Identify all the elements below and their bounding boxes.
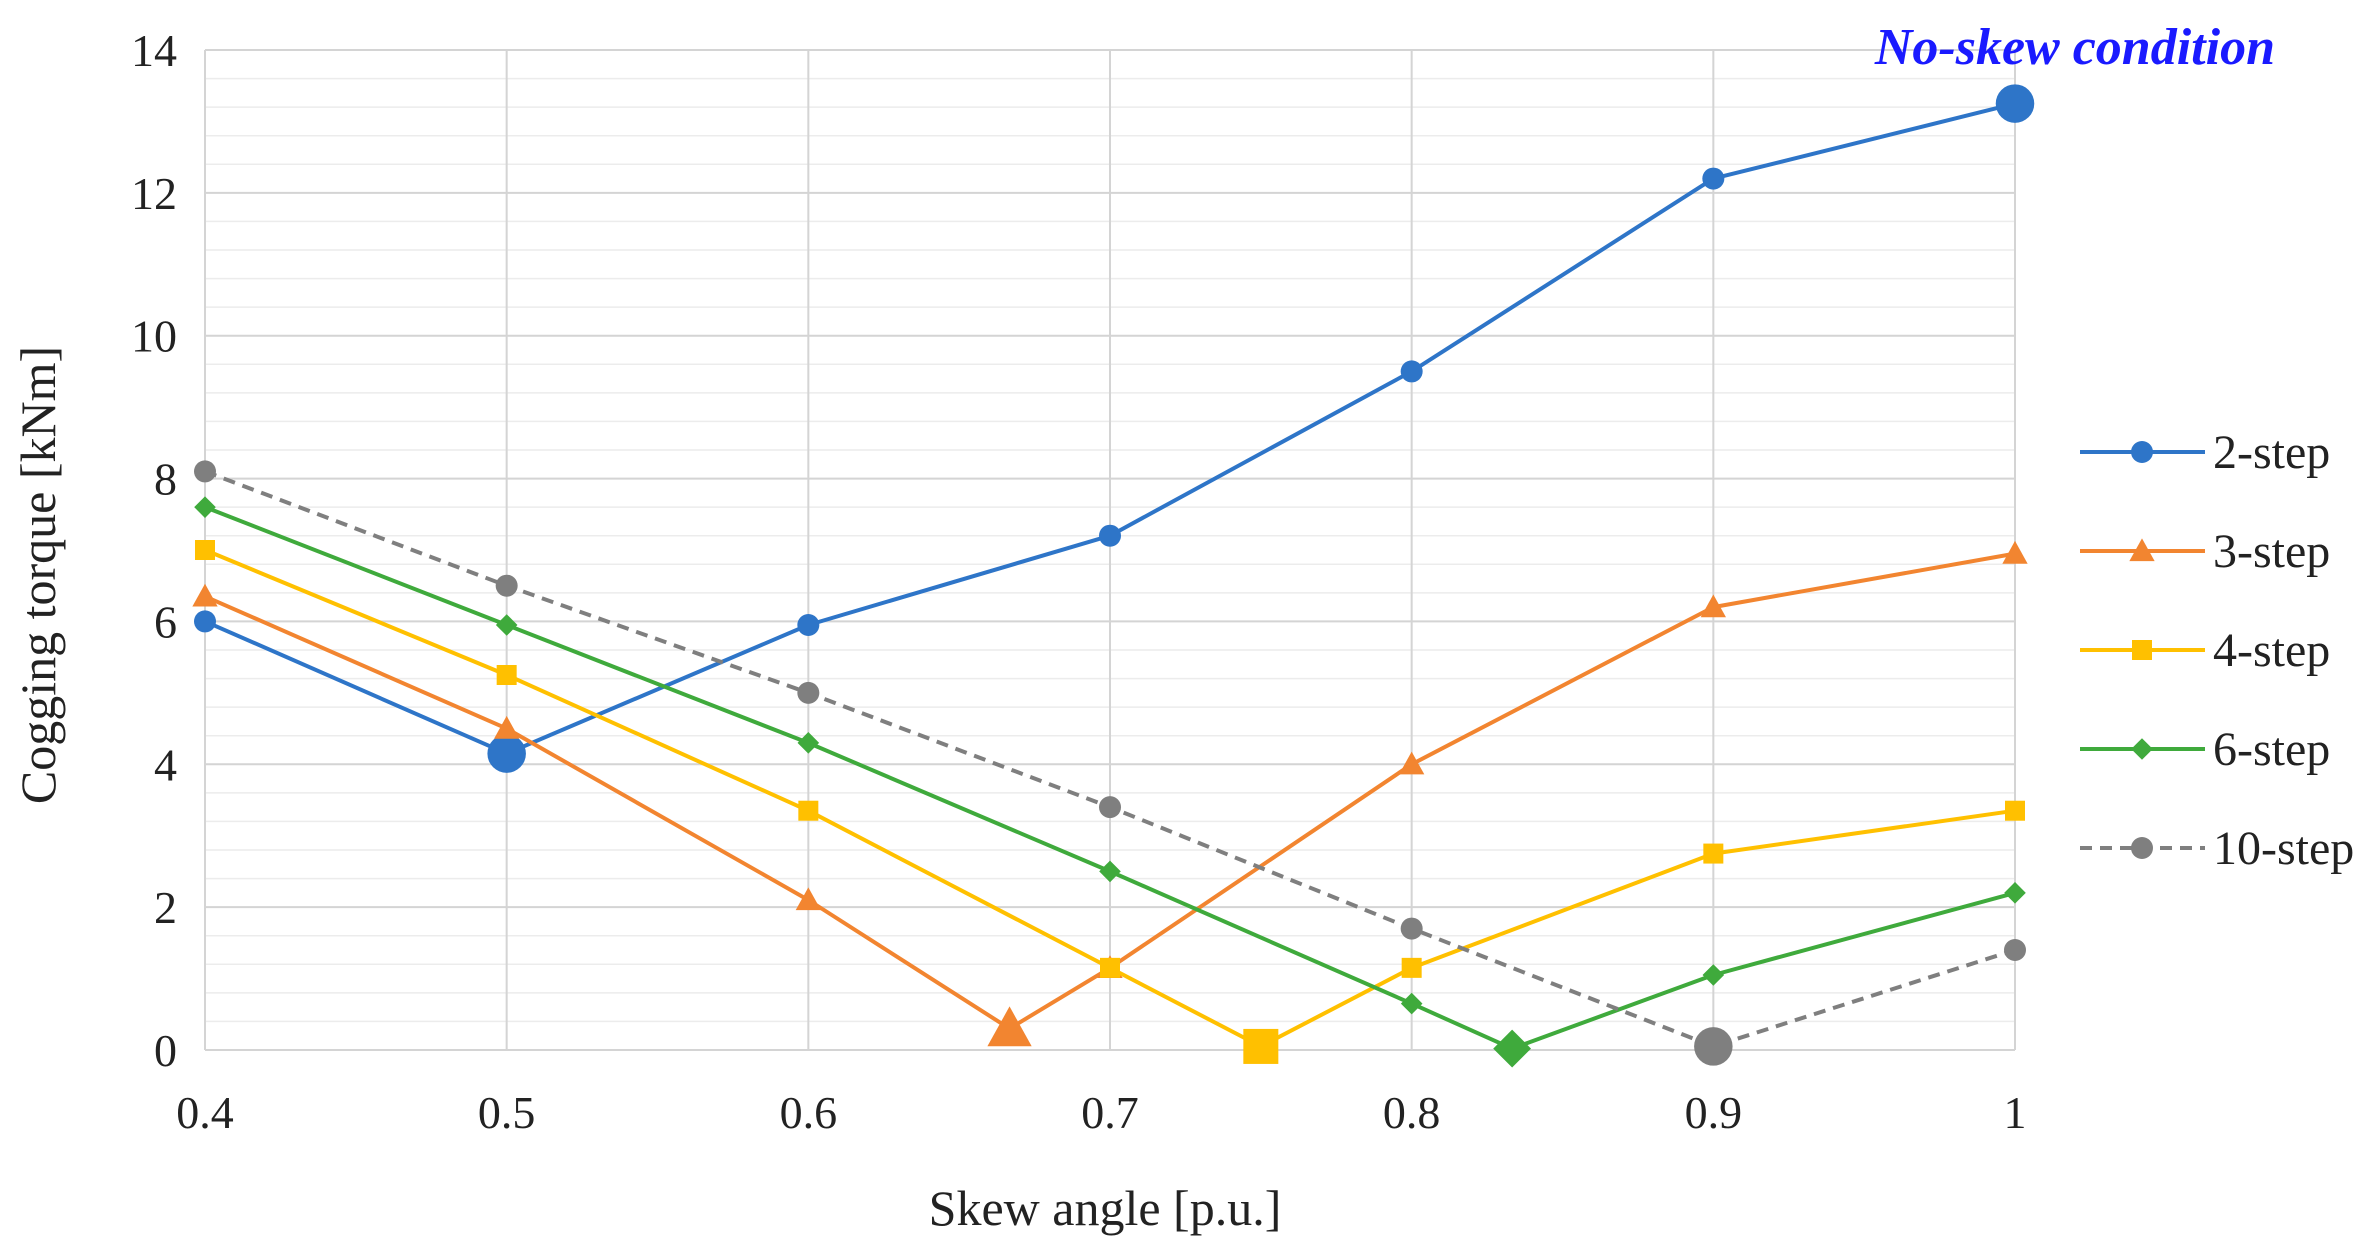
data-point <box>1401 957 1422 978</box>
data-point <box>2005 800 2025 821</box>
y-tick-label: 6 <box>154 596 177 647</box>
data-point <box>496 665 517 685</box>
no-skew-annotation: No-skew condition <box>1874 19 2275 76</box>
data-point <box>1702 964 1725 986</box>
legend-swatch-marker <box>2132 640 2152 660</box>
data-point <box>797 614 820 636</box>
series-4-step <box>195 540 2025 1064</box>
x-tick-label: 0.8 <box>1383 1087 1441 1138</box>
series-line-3-step <box>204 551 2016 1031</box>
data-point <box>797 681 820 704</box>
legend-item-3-step: 3-step <box>2080 525 2330 578</box>
y-tick-label: 12 <box>131 168 177 219</box>
legend-label: 3-step <box>2213 525 2330 578</box>
data-point <box>195 540 215 560</box>
highlight-point <box>1243 1028 1279 1064</box>
y-tick-label: 4 <box>154 739 177 790</box>
data-point <box>797 732 820 754</box>
data-point <box>1400 992 1423 1015</box>
legend-label: 2-step <box>2213 426 2330 479</box>
data-point <box>1399 751 1425 775</box>
y-tick-label: 8 <box>154 454 177 505</box>
data-point <box>194 460 216 483</box>
y-tick-label: 10 <box>131 311 177 362</box>
legend-label: 10-step <box>2213 822 2354 875</box>
y-axis-title: Cogging torque [kNm] <box>10 346 66 804</box>
data-point <box>2002 540 2028 564</box>
series-6-step <box>194 496 2026 1068</box>
data-point <box>1100 957 1120 978</box>
data-point <box>494 715 520 739</box>
data-point <box>1099 860 1121 883</box>
data-point <box>495 574 518 597</box>
data-point <box>2004 939 2026 961</box>
legend-swatch-marker <box>2131 441 2153 463</box>
highlight-point <box>1995 84 2035 123</box>
data-point <box>1400 360 1423 383</box>
x-tick-label: 0.5 <box>478 1087 536 1138</box>
x-tick-label: 0.4 <box>176 1087 234 1138</box>
x-tick-label: 0.7 <box>1081 1087 1139 1138</box>
y-tick-label: 14 <box>131 25 177 76</box>
highlight-point <box>1493 1029 1532 1068</box>
series-line-6-step <box>204 505 2016 1051</box>
series-2-step <box>194 84 2035 773</box>
x-tick-label: 0.9 <box>1685 1087 1743 1138</box>
highlight-point <box>487 734 526 773</box>
x-tick-label: 1 <box>2004 1087 2027 1138</box>
legend-label: 4-step <box>2213 624 2330 677</box>
data-point <box>798 800 819 821</box>
series-line-4-step <box>204 548 2016 1049</box>
series-10-step <box>194 460 2026 1066</box>
legend-item-2-step: 2-step <box>2080 426 2330 479</box>
y-tick-label: 2 <box>154 882 177 933</box>
data-point <box>192 583 218 607</box>
axes: 0 2 4 6 8 10 12 14 0.4 0.5 0.6 0.7 0.8 0.9 1 <box>131 25 2027 1138</box>
highlight-point <box>1694 1027 1733 1066</box>
highlight-point <box>987 1006 1032 1047</box>
data-point <box>1700 594 1726 618</box>
x-tick-label: 0.6 <box>780 1087 838 1138</box>
legend: 2-step 3-step 4-step 6-step 10-step <box>2080 426 2354 875</box>
data-point <box>1099 524 1121 547</box>
legend-swatch-marker <box>2129 538 2155 562</box>
data-point <box>1702 167 1725 190</box>
y-tick-label: 0 <box>154 1025 177 1076</box>
legend-item-4-step: 4-step <box>2080 624 2330 677</box>
legend-item-6-step: 6-step <box>2080 723 2330 776</box>
data-point <box>495 614 518 636</box>
data-point <box>1400 917 1423 940</box>
data-point <box>795 887 821 911</box>
legend-label: 6-step <box>2213 723 2330 776</box>
data-point <box>194 496 216 518</box>
data-point <box>194 610 216 633</box>
data-point <box>1099 796 1121 819</box>
legend-swatch-marker <box>2131 738 2153 760</box>
data-point <box>1703 843 1724 864</box>
data-point <box>2004 882 2026 904</box>
legend-item-10-step: 10-step <box>2080 822 2354 875</box>
x-axis-title: Skew angle [p.u.] <box>929 1180 1282 1236</box>
series-layer <box>192 84 2035 1068</box>
grid <box>204 49 2016 1051</box>
legend-swatch-marker <box>2131 837 2153 859</box>
